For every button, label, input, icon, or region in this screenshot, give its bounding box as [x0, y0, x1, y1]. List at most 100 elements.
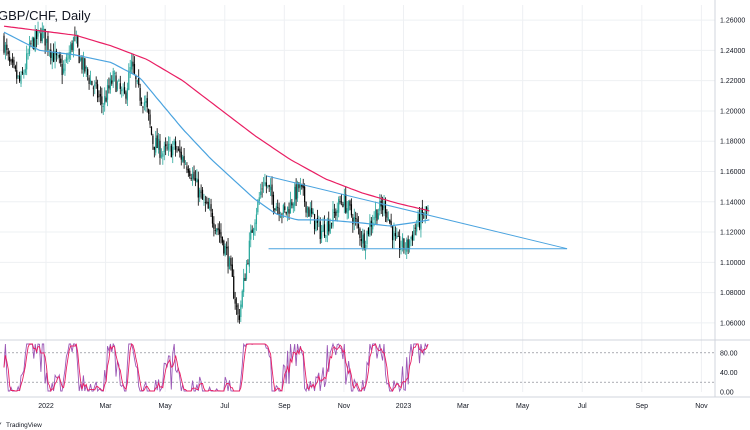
candle-body — [277, 206, 279, 208]
brand-label: TradingView — [6, 422, 42, 429]
candle-body — [288, 209, 290, 214]
candle-body — [360, 238, 362, 242]
candle-body — [299, 184, 301, 188]
candle-body — [121, 89, 123, 92]
candle-body — [201, 189, 204, 200]
candle-body — [257, 200, 259, 213]
candle-body — [403, 238, 405, 250]
candle-body — [427, 207, 429, 211]
price-tick-label: 1.22000 — [720, 78, 745, 85]
candle-body — [204, 202, 206, 204]
candle-body — [269, 186, 272, 190]
candle-body — [123, 87, 126, 94]
candle-body — [4, 44, 7, 53]
price-tick-label: 1.08000 — [720, 290, 745, 297]
candle-body — [319, 221, 321, 240]
candle-body — [54, 50, 56, 60]
candle-body — [408, 240, 411, 249]
candle-body — [192, 173, 194, 179]
candle-body — [265, 182, 267, 187]
candle-body — [138, 77, 140, 86]
candle-body — [14, 66, 16, 69]
candle-body — [114, 73, 116, 74]
candle-body — [254, 222, 256, 230]
candle-body — [424, 209, 426, 217]
price-tick-label: 1.24000 — [720, 48, 745, 55]
candle-body — [165, 144, 167, 147]
oscillator-k-line — [3, 342, 429, 393]
candle-body — [112, 70, 114, 82]
candle-body — [387, 217, 389, 221]
candle-body — [26, 53, 28, 70]
candle-body — [104, 96, 106, 105]
candle-body — [296, 182, 299, 199]
candle-body — [17, 75, 19, 77]
time-tick-label: Nov — [338, 403, 351, 410]
candle-body — [34, 30, 36, 51]
candle-body — [244, 278, 246, 281]
candle-body — [62, 68, 65, 73]
candle-body — [367, 228, 370, 235]
candle-body — [258, 197, 260, 202]
candle-body — [366, 230, 368, 245]
price-tick-label: 1.14000 — [720, 199, 745, 206]
candle-body — [23, 72, 25, 75]
candle-body — [129, 67, 131, 73]
candle-body — [272, 194, 275, 209]
candle-body — [70, 44, 72, 56]
candle-body — [285, 211, 287, 214]
candle-body — [95, 82, 97, 84]
candle-body — [241, 291, 243, 307]
candle-body — [82, 57, 85, 70]
candle-body — [216, 228, 218, 232]
candle-body — [159, 140, 161, 158]
candle-body — [30, 43, 32, 45]
candle-body — [182, 156, 184, 162]
candle-body — [231, 264, 233, 277]
candle-body — [271, 184, 273, 197]
candle-body — [315, 220, 317, 231]
candle-body — [411, 234, 414, 241]
candle-body — [43, 28, 45, 31]
candle-body — [287, 206, 289, 213]
candle-body — [221, 236, 223, 243]
candle-body — [336, 210, 338, 213]
candle-body — [313, 214, 316, 230]
candle-body — [352, 217, 354, 225]
candle-body — [365, 244, 367, 251]
candle-body — [105, 97, 107, 102]
candle-body — [85, 66, 87, 69]
candle-body — [50, 49, 52, 58]
candle-body — [65, 57, 67, 62]
candle-body — [148, 109, 150, 115]
candle-body — [304, 186, 306, 202]
candle-body — [362, 234, 364, 244]
candle-body — [75, 37, 77, 39]
candle-body — [417, 213, 419, 225]
candle-body — [338, 198, 340, 213]
candle-body — [206, 201, 208, 203]
candle-body — [251, 229, 253, 233]
candle-body — [57, 55, 59, 57]
candle-body — [177, 148, 180, 150]
candle-body — [132, 61, 134, 67]
candle-body — [142, 106, 144, 108]
candle-body — [126, 88, 128, 101]
candle-body — [423, 216, 425, 218]
candle-body — [305, 201, 307, 213]
candle-body — [250, 230, 252, 240]
candle-body — [143, 102, 145, 106]
candle-body — [382, 205, 384, 211]
candle-body — [67, 58, 69, 60]
candle-body — [21, 71, 24, 74]
candle-body — [167, 143, 170, 150]
axes: 1.26000 1.24000 1.22000 1.20000 1.18000 1.160… — [0, 0, 750, 410]
candle-body — [425, 206, 428, 212]
candle-body — [79, 58, 82, 61]
candle-body — [308, 207, 310, 217]
candle-body — [240, 304, 242, 318]
price-tick-label: 1.12000 — [720, 230, 745, 237]
candle-body — [255, 214, 258, 225]
candle-body — [183, 155, 185, 163]
candle-body — [20, 74, 22, 84]
